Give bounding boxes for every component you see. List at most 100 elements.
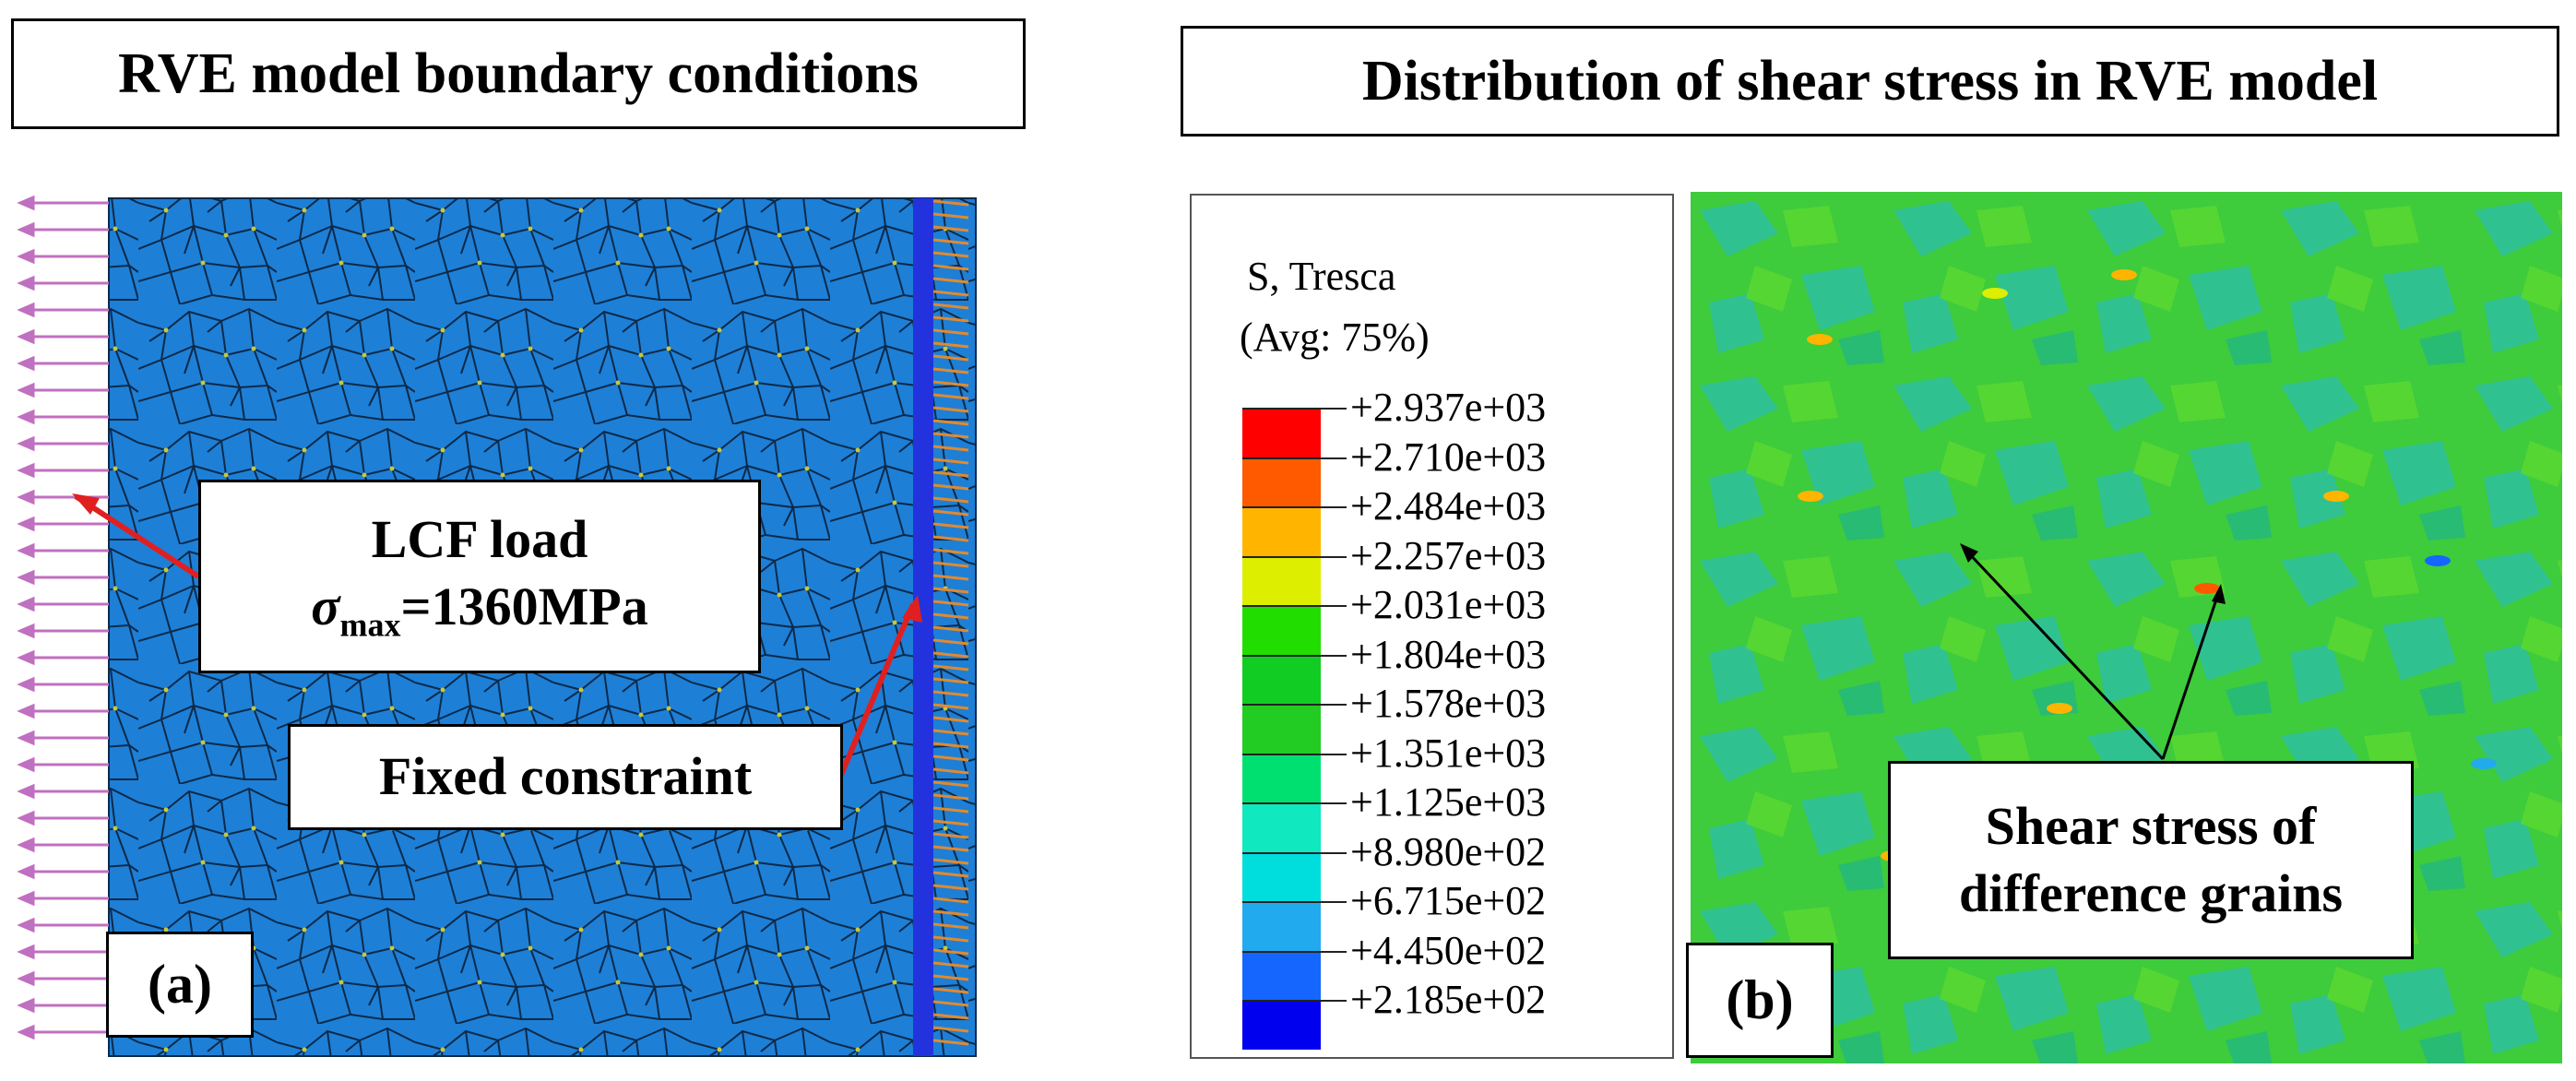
legend-color-band bbox=[1242, 408, 1321, 457]
constraint-tick bbox=[932, 922, 969, 930]
constraint-tick bbox=[932, 367, 969, 374]
legend-tick bbox=[1321, 654, 1347, 657]
constraint-tick bbox=[932, 948, 969, 956]
legend-tick bbox=[1321, 555, 1347, 558]
legend-value-label: +1.578e+03 bbox=[1350, 681, 1547, 726]
legend-value-label: +6.715e+02 bbox=[1350, 878, 1547, 923]
shear-callout-line2: difference grains bbox=[1958, 862, 2344, 923]
load-arrow-head bbox=[17, 489, 35, 505]
load-arrow-head bbox=[17, 355, 35, 372]
constraint-tick bbox=[932, 290, 969, 297]
lcf-load-callout: LCF load σmax=1360MPa bbox=[198, 480, 761, 673]
constraint-tick bbox=[932, 754, 969, 762]
constraint-tick bbox=[932, 264, 969, 271]
constraint-tick bbox=[932, 483, 969, 491]
constraint-tick bbox=[932, 729, 969, 736]
load-arrow-head bbox=[17, 676, 35, 693]
legend-value-label: +8.980e+02 bbox=[1350, 828, 1547, 874]
constraint-tick bbox=[932, 909, 969, 917]
constraint-tick bbox=[932, 225, 969, 232]
constraint-tick bbox=[932, 277, 969, 284]
constraint-tick bbox=[932, 496, 969, 504]
constraint-tick bbox=[932, 393, 969, 400]
stress-hotspot bbox=[1807, 334, 1833, 345]
legend-value-label: +4.450e+02 bbox=[1350, 927, 1547, 973]
constraint-tick bbox=[932, 354, 969, 362]
constraint-tick bbox=[932, 380, 969, 387]
constraint-tick bbox=[932, 1013, 969, 1020]
constraint-tick bbox=[932, 845, 969, 852]
constraint-tick bbox=[932, 509, 969, 517]
constraint-tick bbox=[932, 961, 969, 968]
load-arrow-head bbox=[17, 302, 35, 318]
load-arrow-head bbox=[17, 435, 35, 452]
legend-tick bbox=[1321, 506, 1347, 508]
legend-tick bbox=[1321, 950, 1347, 953]
stress-hotspot bbox=[2471, 758, 2497, 769]
constraint-tick bbox=[932, 819, 969, 826]
load-arrow-head bbox=[17, 462, 35, 479]
legend-tick bbox=[1321, 704, 1347, 706]
constraint-tick bbox=[932, 793, 969, 801]
load-arrow-head bbox=[17, 569, 35, 586]
legend-color-band bbox=[1242, 802, 1321, 852]
legend-color-band bbox=[1242, 457, 1321, 506]
legend-value-label: +2.031e+03 bbox=[1350, 582, 1547, 627]
constraint-tick bbox=[932, 561, 969, 568]
shear-callout-line1: Shear stress of bbox=[1985, 796, 2317, 856]
constraint-tick bbox=[932, 638, 969, 646]
constraint-tick bbox=[932, 677, 969, 684]
load-arrow-head bbox=[17, 275, 35, 291]
load-arrow-head bbox=[17, 409, 35, 425]
load-arrow-head bbox=[17, 623, 35, 639]
constraint-tick bbox=[932, 664, 969, 671]
load-arrow-head bbox=[17, 837, 35, 853]
constraint-tick bbox=[932, 199, 969, 207]
legend-color-band bbox=[1242, 555, 1321, 605]
legend-tick bbox=[1321, 457, 1347, 459]
legend-title-line2: (Avg: 75%) bbox=[1240, 315, 1430, 360]
constraint-tick bbox=[932, 651, 969, 659]
lcf-load-label: LCF load bbox=[371, 509, 588, 570]
constraint-tick bbox=[932, 522, 969, 529]
constraint-tick bbox=[932, 612, 969, 620]
legend-value-label: +2.257e+03 bbox=[1350, 532, 1547, 578]
constraint-tick bbox=[932, 1039, 969, 1046]
constraint-tick bbox=[932, 212, 969, 220]
constraint-tick bbox=[932, 445, 969, 452]
constraint-tick bbox=[932, 470, 969, 478]
legend-tick bbox=[1321, 753, 1347, 755]
constraint-tick bbox=[932, 535, 969, 542]
stress-hotspot bbox=[2047, 703, 2072, 714]
stress-hotspot bbox=[2323, 491, 2349, 502]
legend-color-band bbox=[1242, 506, 1321, 556]
sigma-subscript: max bbox=[339, 606, 401, 644]
load-arrow-head bbox=[17, 382, 35, 398]
load-arrow-head bbox=[17, 195, 35, 211]
legend-color-band bbox=[1242, 704, 1321, 754]
constraint-tick bbox=[932, 832, 969, 839]
constraint-tick bbox=[932, 600, 969, 607]
constraint-tick bbox=[932, 780, 969, 788]
constraint-tick bbox=[932, 341, 969, 349]
constraint-tick bbox=[932, 884, 969, 891]
stress-legend: S, Tresca (Avg: 75%) +2.937e+03 +2.710e+0… bbox=[1190, 194, 1674, 1059]
constraint-tick bbox=[932, 548, 969, 555]
stress-hotspot bbox=[2111, 269, 2137, 280]
constraint-tick bbox=[932, 625, 969, 633]
right-panel-title-text: Distribution of shear stress in RVE mode… bbox=[1361, 49, 2379, 113]
constraint-tick bbox=[932, 406, 969, 413]
legend-value-label: +2.937e+03 bbox=[1350, 385, 1547, 430]
load-arrow-head bbox=[17, 730, 35, 746]
constraint-pointer-arrow bbox=[838, 602, 916, 777]
panel-label-b: (b) bbox=[1686, 943, 1834, 1058]
load-arrow-head bbox=[17, 997, 35, 1014]
load-arrow-head bbox=[17, 1024, 35, 1040]
constraint-tick bbox=[932, 587, 969, 594]
legend-value-label: +2.484e+03 bbox=[1350, 483, 1547, 529]
legend-color-band bbox=[1242, 654, 1321, 704]
constraint-tick bbox=[932, 251, 969, 258]
panel-label-a: (a) bbox=[106, 932, 254, 1038]
constraint-tick bbox=[932, 1026, 969, 1033]
left-panel-title: RVE model boundary conditions bbox=[11, 18, 1026, 129]
